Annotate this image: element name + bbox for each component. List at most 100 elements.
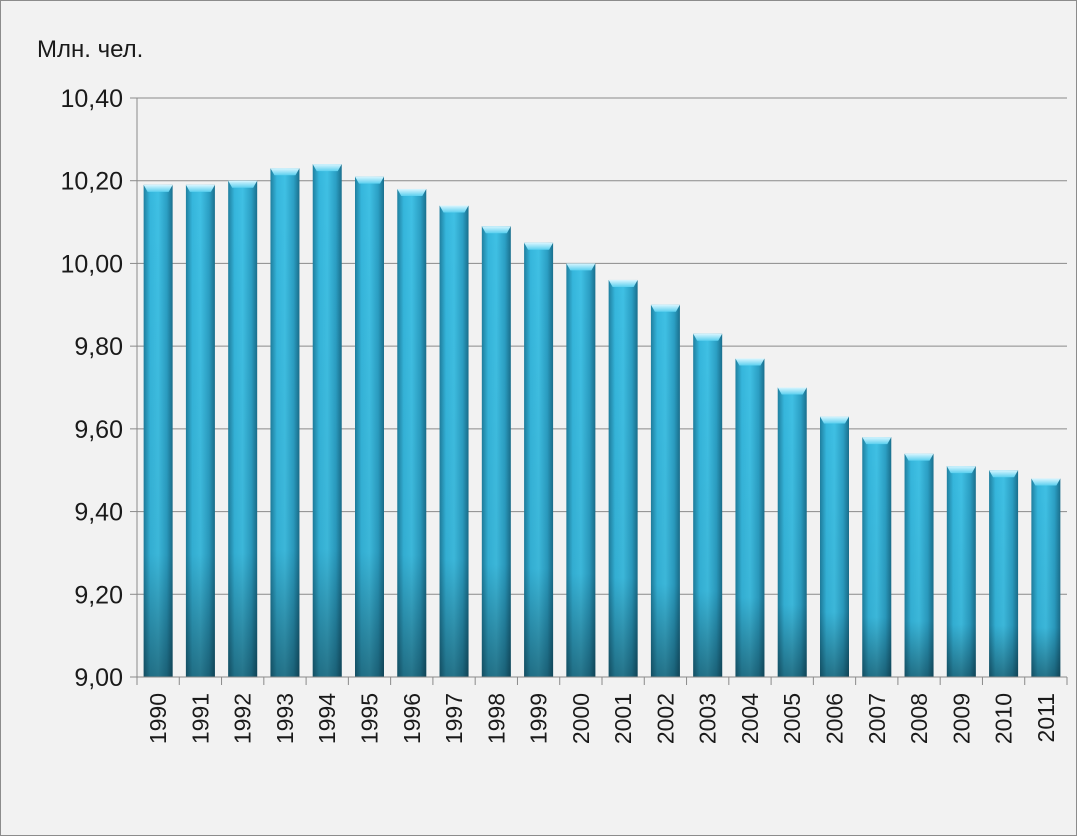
bar-cap — [862, 437, 892, 445]
bar-shade — [566, 263, 596, 677]
bar-shade — [608, 279, 638, 677]
x-tick-label: 2009 — [948, 693, 974, 744]
bar-shade — [270, 168, 300, 678]
bar-shade — [904, 453, 934, 677]
x-tick-label: 2005 — [779, 693, 805, 744]
bar-shade — [355, 176, 384, 678]
bar-cap — [185, 184, 215, 192]
bar-cap — [820, 416, 849, 424]
bar-shade — [777, 387, 807, 677]
bar-1997 — [439, 205, 469, 677]
bar-2011 — [1031, 478, 1061, 677]
y-axis-label: Млн. чел. — [37, 36, 143, 63]
bar-1992 — [228, 180, 258, 677]
x-tick-label: 2008 — [906, 693, 932, 744]
bar-2010 — [989, 470, 1019, 677]
bar-shade — [397, 188, 427, 677]
bar-shade — [524, 242, 554, 677]
bar-shade — [228, 180, 258, 677]
bar-shade — [185, 184, 215, 677]
bar-cap — [228, 180, 258, 188]
bar-shade — [650, 304, 680, 677]
bar-2008 — [904, 453, 934, 677]
bar-cap — [481, 226, 511, 234]
x-tick-label: 1993 — [272, 693, 298, 744]
bar-cap — [693, 333, 723, 341]
bar-shade — [1031, 478, 1061, 677]
bar-cap — [989, 470, 1019, 478]
bar-cap — [524, 242, 554, 250]
x-tick-label: 2006 — [822, 693, 848, 744]
bar-2002 — [650, 304, 680, 677]
bar-2000 — [566, 263, 596, 677]
y-tick-label: 10,20 — [60, 168, 123, 196]
bar-shade — [989, 470, 1019, 677]
x-tick-label: 1994 — [314, 693, 340, 744]
y-tick-label: 10,40 — [60, 85, 123, 113]
y-tick-label: 9,80 — [74, 333, 123, 361]
bar-shade — [143, 184, 173, 677]
bar-cap — [735, 358, 765, 366]
bar-cap — [355, 176, 384, 184]
bar-shade — [820, 416, 849, 677]
bar-2004 — [735, 358, 765, 677]
bar-1991 — [185, 184, 215, 677]
y-tick-label: 10,00 — [60, 250, 123, 278]
y-tick-label: 9,40 — [74, 499, 123, 527]
x-tick-label: 2001 — [610, 693, 636, 744]
bar-2007 — [862, 437, 892, 677]
x-tick-label: 1992 — [230, 693, 256, 744]
bar-shade — [862, 437, 892, 677]
x-tick-label: 2004 — [737, 693, 763, 744]
bar-1995 — [355, 176, 384, 678]
bar-1996 — [397, 188, 427, 677]
x-tick-label: 1995 — [357, 693, 383, 744]
bar-2006 — [820, 416, 849, 677]
y-tick-label: 9,60 — [74, 416, 123, 444]
y-tick-labels: 9,00 9,20 9,40 9,60 9,80 10,00 10,20 10,40 — [60, 85, 123, 692]
bar-shade — [946, 466, 976, 677]
bar-cap — [312, 164, 342, 172]
bar-shade — [312, 164, 342, 677]
bar-cap — [904, 453, 934, 461]
bar-cap — [270, 168, 300, 176]
bar-1990 — [143, 184, 173, 677]
x-tick-label: 1999 — [526, 693, 552, 744]
bar-1993 — [270, 168, 300, 678]
bar-cap — [1031, 478, 1061, 486]
bar-1999 — [524, 242, 554, 677]
bar-cap — [608, 279, 638, 287]
x-tick-label: 2010 — [991, 693, 1017, 744]
x-tick-label: 1991 — [187, 693, 213, 744]
y-tick-label: 9,20 — [74, 581, 123, 609]
x-tick-label: 1990 — [145, 693, 171, 744]
x-tick-label: 2007 — [864, 693, 890, 744]
y-tick-label: 9,00 — [74, 664, 123, 692]
x-tick-label: 2000 — [568, 693, 594, 744]
bar-1998 — [481, 226, 511, 677]
x-tick-label: 1996 — [399, 693, 425, 744]
bar-shade — [693, 333, 723, 677]
x-tick-label: 2003 — [695, 693, 721, 744]
x-tick-label: 1998 — [483, 693, 509, 744]
bar-shade — [735, 358, 765, 677]
bar-2001 — [608, 279, 638, 677]
bar-2009 — [946, 466, 976, 677]
bar-cap — [566, 263, 596, 271]
bar-2003 — [693, 333, 723, 677]
bar-cap — [143, 184, 173, 192]
bar-cap — [946, 466, 976, 474]
x-tick-label: 2011 — [1033, 693, 1059, 742]
bar-shade — [481, 226, 511, 677]
axes — [136, 98, 1068, 685]
bar-shade — [439, 205, 469, 677]
bars — [143, 164, 1061, 678]
x-tick-label: 1997 — [441, 693, 467, 744]
x-tick-label: 2002 — [652, 693, 678, 744]
bar-cap — [777, 387, 807, 395]
bar-cap — [397, 188, 427, 196]
bar-cap — [650, 304, 680, 312]
bar-2005 — [777, 387, 807, 677]
